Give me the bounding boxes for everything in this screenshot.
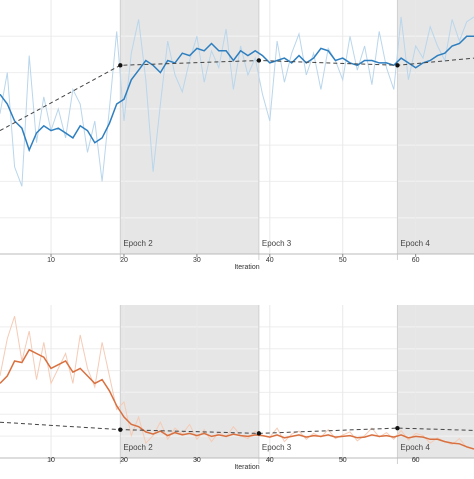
chart-panel-1: Epoch 2 Epoch 3 Epoch 4 10 20 30 40 50 60 Iterati…: [0, 0, 474, 271]
validation-point: [118, 427, 123, 432]
validation-point: [118, 63, 123, 68]
smoothed-series-line: [0, 348, 474, 450]
x-tick-label: 20: [120, 457, 128, 464]
x-tick-label: 50: [339, 257, 347, 264]
chart-panel-2: Epoch 2 Epoch 3 Epoch 4 10 20 30 40 50 60 Iterati…: [0, 305, 474, 471]
x-axis-label: Iteration: [234, 264, 259, 271]
x-tick-label: 10: [47, 457, 55, 464]
x-tick-label: 30: [193, 457, 201, 464]
x-tick-label: 30: [193, 257, 201, 264]
epoch-shade-band: [120, 0, 259, 254]
epoch-label: Epoch 2: [123, 443, 153, 452]
epoch-shade-band: [397, 0, 474, 254]
epoch-label: Epoch 3: [262, 239, 292, 248]
x-tick-label: 40: [266, 257, 274, 264]
epoch-label: Epoch 4: [400, 239, 430, 248]
x-tick-label: 60: [412, 457, 420, 464]
validation-point: [395, 63, 400, 68]
validation-point: [395, 425, 400, 431]
validation-point: [256, 58, 262, 63]
epoch-shade-band: [120, 305, 259, 458]
epoch-shade-band: [397, 305, 474, 458]
smoothed-series-line: [0, 35, 474, 153]
x-tick-label: 40: [266, 457, 274, 464]
x-tick-label: 50: [339, 457, 347, 464]
epoch-label: Epoch 3: [262, 443, 292, 452]
x-axis-label: Iteration: [234, 464, 259, 471]
epoch-label: Epoch 2: [123, 239, 153, 248]
raw-series-line: [0, 316, 474, 450]
validation-point: [256, 431, 262, 436]
raw-series-line: [0, 16, 474, 187]
epoch-label: Epoch 4: [400, 443, 430, 452]
x-tick-label: 60: [412, 257, 420, 264]
x-tick-label: 10: [47, 257, 55, 264]
x-tick-label: 20: [120, 257, 128, 264]
